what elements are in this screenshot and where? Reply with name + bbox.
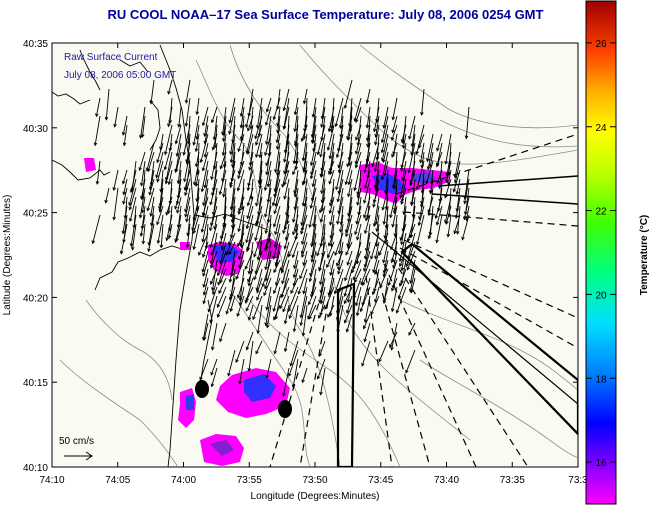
station-dot [278,400,292,418]
current-annotation-title: Raw Surface Current [64,52,158,63]
scale-label: 50 cm/s [59,436,94,447]
latitude-tick-label: 40:25 [23,209,48,220]
latitude-tick-label: 40:20 [23,293,48,304]
colorbar-tick-label: 22 [595,207,607,218]
current-vectors [91,79,470,397]
scale-arrow [64,451,93,461]
bathymetry-contours [59,44,578,467]
latitude-ticks: 40:35 40:30 40:25 40:20 40:15 40:10 [23,39,578,474]
longitude-tick-label: 73:35 [500,475,525,486]
page-title: RU COOL NOAA–17 Sea Surface Temperature:… [107,7,544,22]
longitude-tick-label: 73:40 [434,475,459,486]
colorbar-label: Temperature (°C) [639,215,650,296]
colorbar-ticks: 26 24 22 20 18 16 [586,39,616,469]
current-annotation-date: July 08, 2006 05:00 GMT [64,70,176,81]
longitude-tick-label: 74:05 [105,475,130,486]
colorbar-tick-label: 20 [595,290,607,301]
colorbar-tick-label: 24 [595,123,607,134]
colorbar [585,0,617,505]
x-axis-label: Longitude (Degrees:Minutes) [251,491,380,502]
longitude-tick-label: 73:55 [237,475,262,486]
station-dot [195,380,209,398]
colorbar-tick-label: 26 [595,39,607,50]
longitude-tick-label: 73:50 [302,475,327,486]
latitude-tick-label: 40:35 [23,39,48,50]
longitude-tick-label: 73:3 [568,475,588,486]
latitude-tick-label: 40:15 [23,378,48,389]
colorbar-tick-label: 18 [595,374,607,385]
longitude-tick-label: 73:45 [368,475,393,486]
longitude-tick-label: 74:10 [39,475,64,486]
latitude-tick-label: 40:30 [23,124,48,135]
y-axis-label: Latitude (Degrees:Minutes) [2,195,13,316]
latitude-tick-label: 40:10 [23,463,48,474]
longitude-ticks: 74:10 74:05 74:00 73:55 73:50 73:45 73:40 73:35… [39,43,588,486]
colorbar-tick-label: 16 [595,458,607,469]
longitude-tick-label: 74:00 [171,475,196,486]
